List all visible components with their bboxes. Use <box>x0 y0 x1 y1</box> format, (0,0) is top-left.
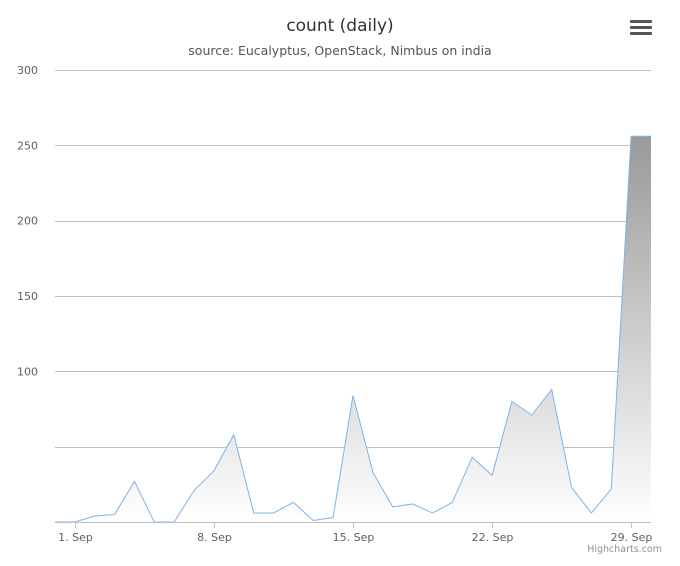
credits-link[interactable]: Highcharts.com <box>587 544 662 555</box>
x-tick-label: 8. Sep <box>197 531 232 544</box>
menu-bar-middle <box>630 26 652 29</box>
y-tick-label: 300 <box>17 64 38 77</box>
x-tick-label: 1. Sep <box>58 531 93 544</box>
series-area <box>55 136 651 523</box>
chart-title: count (daily) <box>286 16 394 36</box>
chart-subtitle: source: Eucalyptus, OpenStack, Nimbus on… <box>188 43 492 58</box>
menu-bar-top <box>630 20 652 23</box>
x-tick-label: 22. Sep <box>472 531 514 544</box>
x-tick-label: 15. Sep <box>333 531 375 544</box>
y-tick-label: 250 <box>17 139 38 152</box>
y-tick-label: 150 <box>17 290 38 303</box>
y-tick-label: 200 <box>17 215 38 228</box>
menu-bar-bottom <box>630 32 652 35</box>
y-tick-label: 100 <box>17 365 38 378</box>
x-tick-label: 29. Sep <box>611 531 653 544</box>
hamburger-menu-icon[interactable] <box>630 20 652 38</box>
